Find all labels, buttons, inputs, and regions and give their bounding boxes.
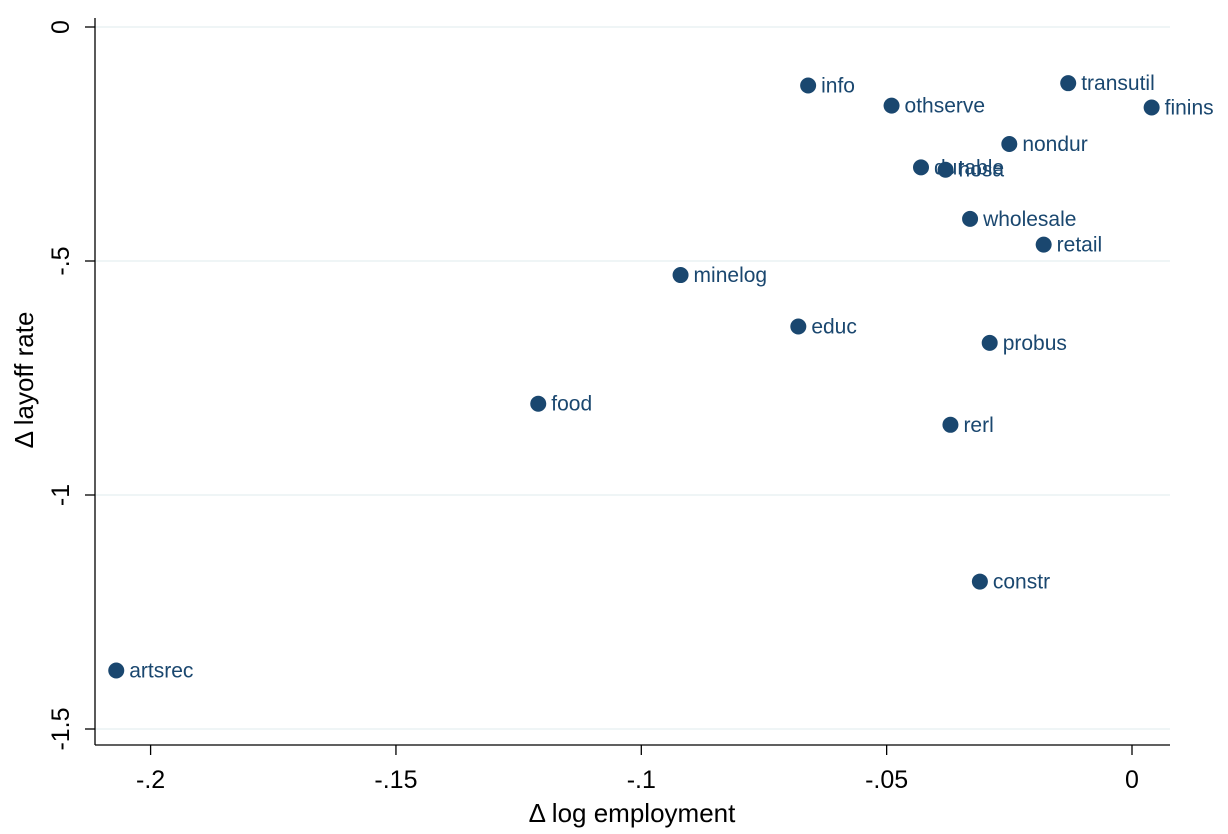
data-point-retail: [1035, 236, 1052, 253]
data-point-rerl: [942, 416, 959, 433]
data-point-food: [530, 395, 547, 412]
point-label-constr: constr: [993, 571, 1050, 594]
point-label-food: food: [551, 393, 592, 416]
data-point-constr: [971, 573, 988, 590]
x-tick-label: 0: [1125, 766, 1139, 794]
x-axis-title: Δ log employment: [529, 798, 736, 828]
axis-ticks: 0 -.5 -1 -1.5 -.2 -.15 -.1 -.05 0: [47, 20, 1139, 794]
point-label-retail: retail: [1057, 234, 1103, 257]
x-tick-label: -.1: [627, 766, 656, 794]
data-point-minelog: [672, 267, 689, 284]
x-tick-label: -.2: [136, 766, 165, 794]
point-label-info: info: [821, 75, 855, 98]
point-label-probus: probus: [1003, 332, 1067, 355]
point-label-rerl: rerl: [963, 414, 993, 437]
y-tick-label: -.5: [47, 246, 75, 275]
point-label-educ: educ: [811, 316, 857, 339]
point-label-othserve: othserve: [905, 95, 986, 118]
data-point-info: [800, 77, 817, 94]
gridlines: [95, 26, 1170, 730]
data-point-wholesale: [962, 210, 979, 227]
x-tick-label: -.15: [374, 766, 417, 794]
data-point-othserve: [883, 97, 900, 114]
y-tick-label: 0: [47, 20, 75, 34]
point-label-minelog: minelog: [694, 264, 768, 287]
point-label-transutil: transutil: [1081, 72, 1155, 95]
data-point-durable: [912, 159, 929, 176]
point-label-artsrec: artsrec: [129, 660, 193, 683]
y-axis-title: Δ layoff rate: [9, 312, 39, 449]
data-point-artsrec: [108, 662, 125, 679]
point-label-nondur: nondur: [1022, 133, 1087, 156]
data-point-educ: [790, 318, 807, 335]
point-label-finins: finins: [1165, 96, 1214, 119]
data-point-hosa: [937, 161, 954, 178]
point-label-hosa: hosa: [959, 159, 1005, 182]
data-point-transutil: [1060, 75, 1077, 92]
data-point-probus: [981, 334, 998, 351]
y-tick-label: -1: [47, 484, 75, 506]
x-tick-label: -.05: [865, 766, 908, 794]
point-label-wholesale: wholesale: [982, 208, 1076, 231]
data-point-nondur: [1001, 136, 1018, 152]
y-tick-label: -1.5: [47, 707, 75, 750]
data-point-finins: [1143, 99, 1160, 116]
